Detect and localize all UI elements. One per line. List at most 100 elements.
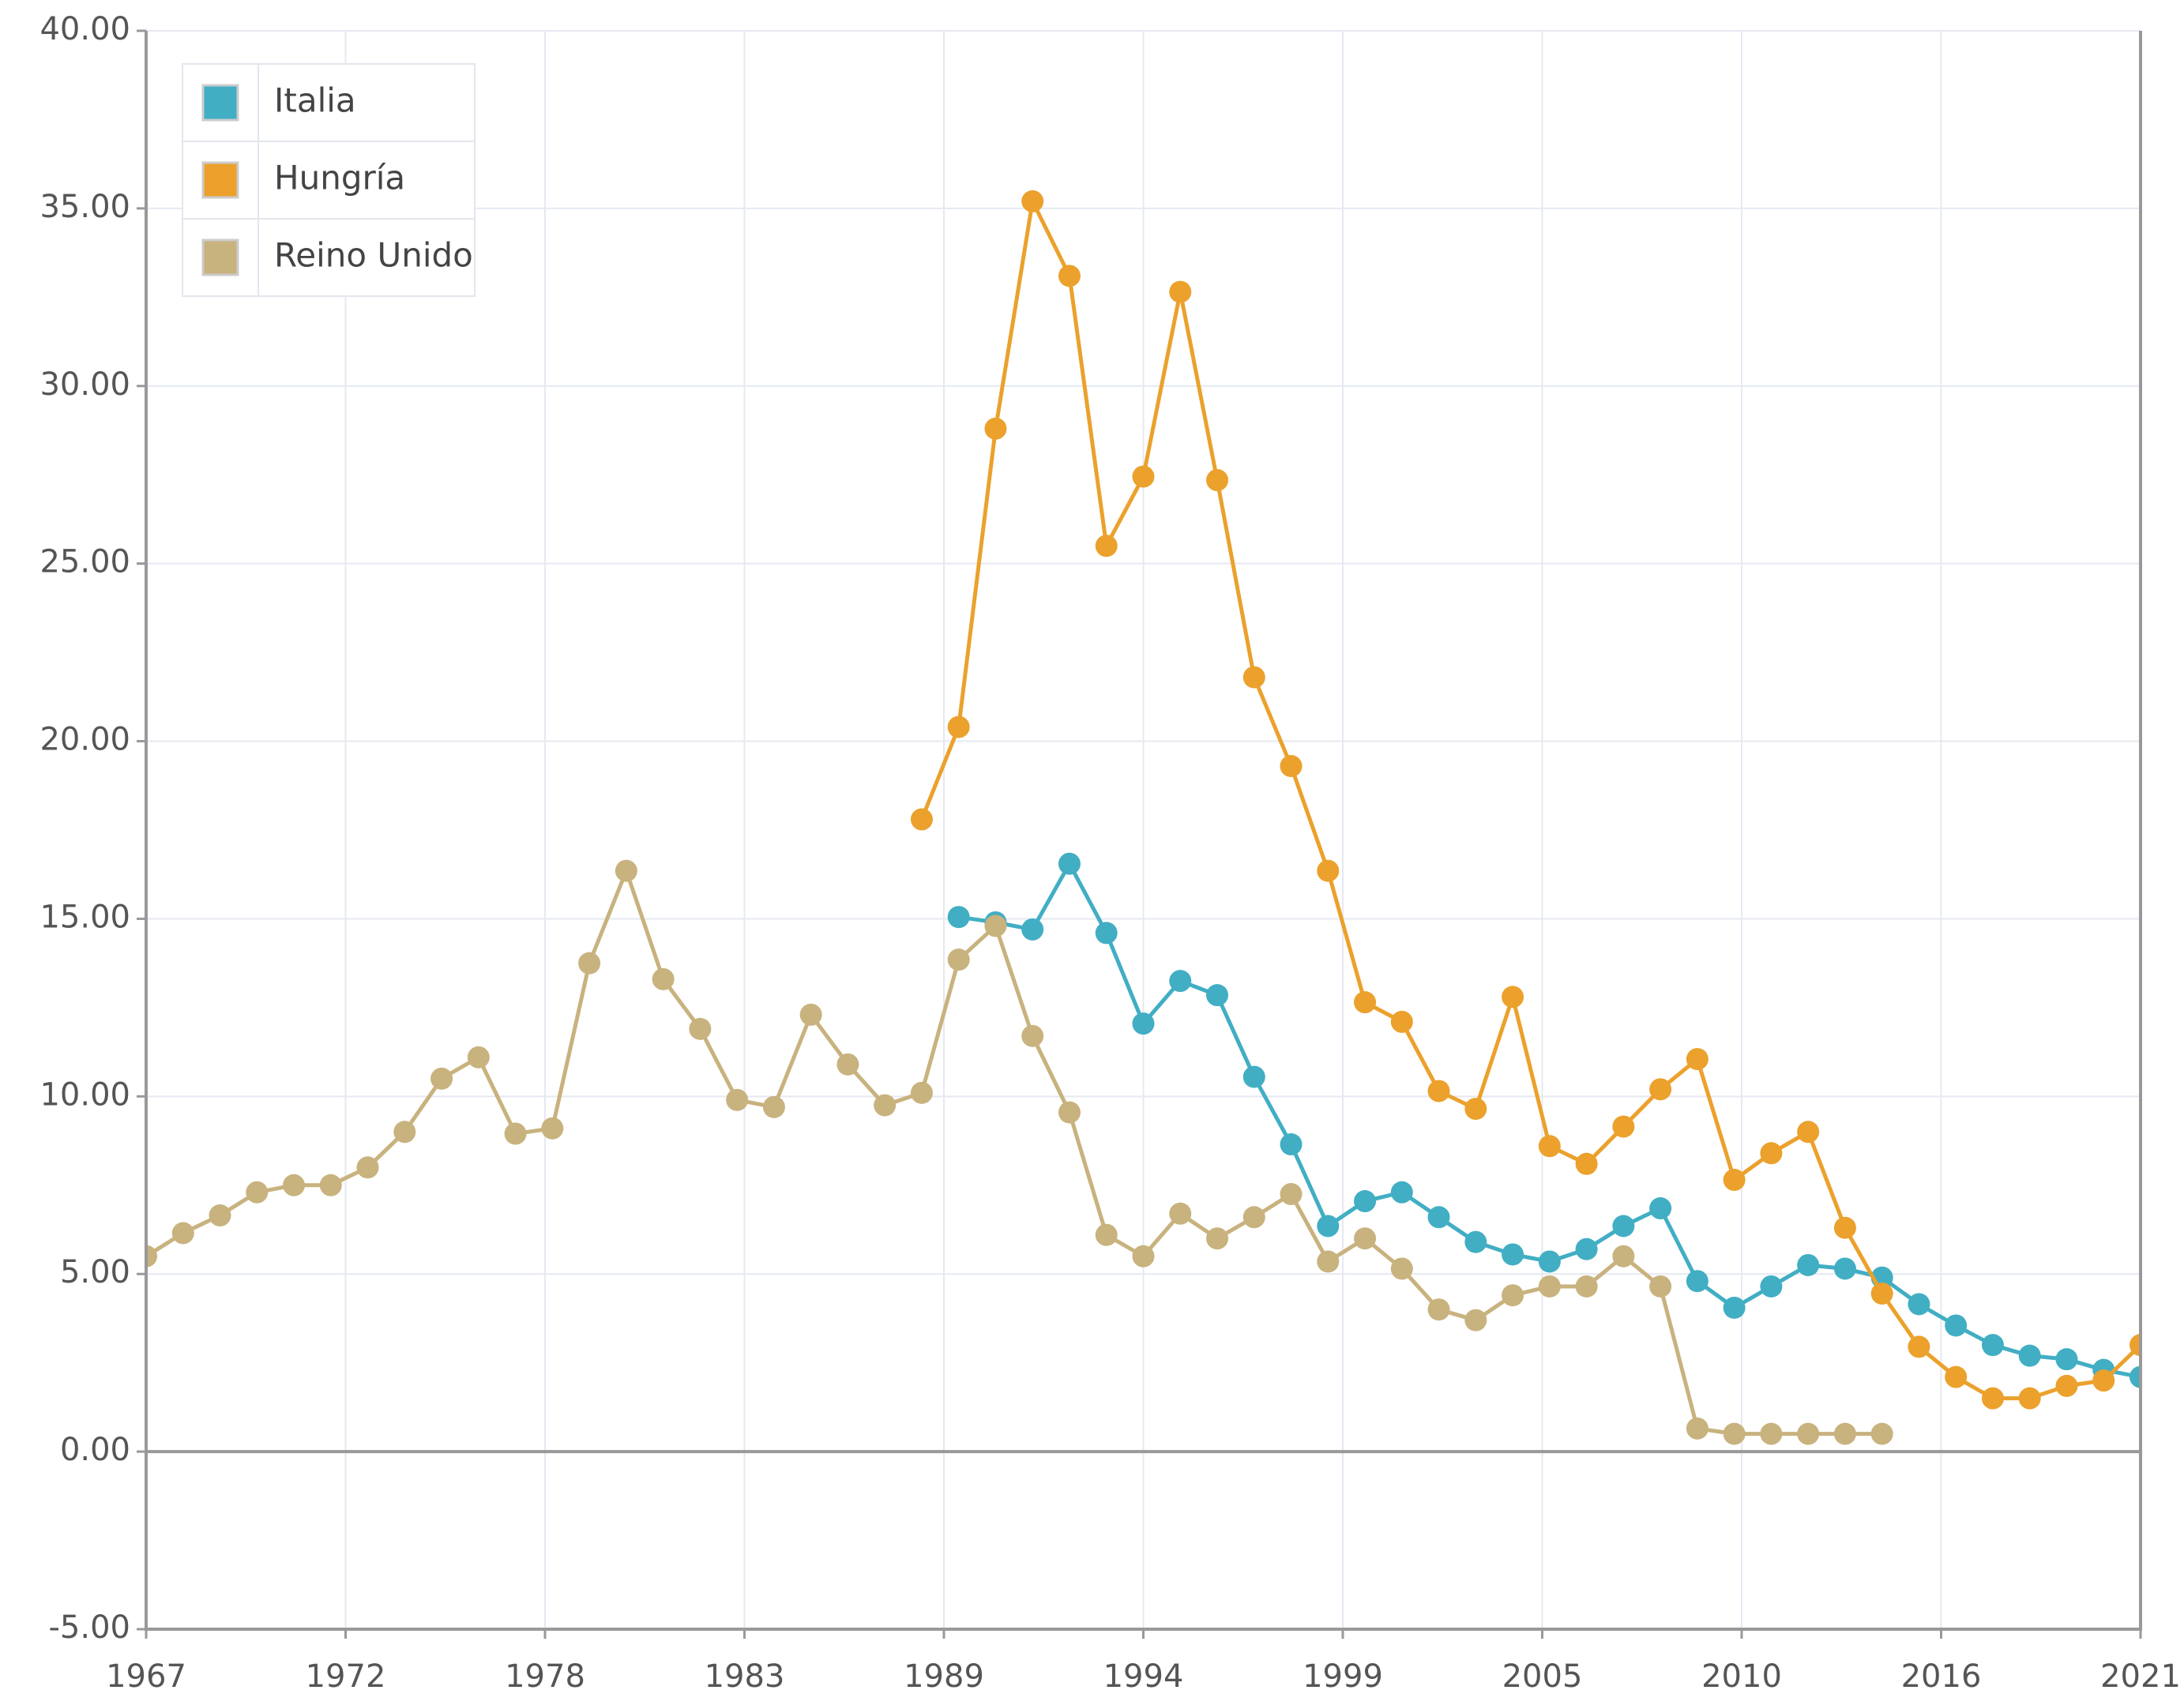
data-point bbox=[1242, 1065, 1265, 1088]
data-point bbox=[246, 1181, 269, 1204]
data-point bbox=[1612, 1245, 1635, 1268]
data-point bbox=[1870, 1422, 1893, 1445]
data-point bbox=[984, 417, 1007, 440]
data-point bbox=[504, 1122, 527, 1145]
data-point bbox=[283, 1174, 306, 1196]
data-point bbox=[1427, 1206, 1450, 1229]
x-tick-label: 1999 bbox=[1303, 1658, 1383, 1690]
y-tick-label: 0.00 bbox=[60, 1432, 130, 1468]
data-point bbox=[430, 1067, 453, 1090]
data-point bbox=[1538, 1275, 1561, 1298]
x-tick-label: 1983 bbox=[705, 1658, 785, 1690]
data-point bbox=[1686, 1417, 1708, 1440]
data-point bbox=[2092, 1369, 2115, 1392]
data-point bbox=[1427, 1298, 1450, 1321]
data-point bbox=[1464, 1098, 1487, 1121]
data-point bbox=[947, 906, 970, 929]
y-tick-label: -5.00 bbox=[49, 1609, 131, 1646]
series-line bbox=[919, 199, 2142, 1401]
data-point bbox=[1575, 1237, 1598, 1260]
data-point bbox=[1833, 1257, 1856, 1280]
data-point bbox=[947, 948, 970, 971]
y-tick-label: 5.00 bbox=[60, 1254, 130, 1290]
data-point bbox=[1354, 1227, 1377, 1250]
data-point bbox=[1280, 1133, 1303, 1156]
data-point bbox=[1354, 1190, 1377, 1213]
data-point bbox=[1021, 190, 1044, 212]
legend-swatch bbox=[201, 84, 239, 122]
data-point bbox=[836, 1053, 859, 1076]
data-point bbox=[1242, 1206, 1265, 1229]
data-point bbox=[1723, 1169, 1746, 1192]
data-point bbox=[1945, 1314, 1968, 1337]
data-point bbox=[2018, 1344, 2041, 1367]
legend-label: Reino Unido bbox=[274, 236, 473, 275]
data-point bbox=[1686, 1048, 1708, 1071]
x-tick-label: 1967 bbox=[106, 1658, 186, 1690]
data-point bbox=[1206, 984, 1229, 1007]
series-line bbox=[146, 869, 1882, 1436]
data-point bbox=[1390, 1257, 1413, 1280]
data-point bbox=[1649, 1078, 1672, 1101]
data-point bbox=[1317, 1250, 1340, 1273]
data-point bbox=[1908, 1293, 1930, 1316]
data-point bbox=[1095, 922, 1118, 945]
data-point bbox=[1502, 1243, 1524, 1266]
data-point bbox=[1797, 1121, 1820, 1144]
data-point bbox=[910, 808, 933, 831]
data-point bbox=[1280, 755, 1303, 778]
legend-swatch bbox=[201, 238, 239, 276]
data-point bbox=[1538, 1250, 1561, 1273]
data-point bbox=[467, 1046, 490, 1068]
data-point bbox=[356, 1156, 379, 1179]
data-point bbox=[1021, 1024, 1044, 1047]
x-tick-label: 1989 bbox=[904, 1658, 984, 1690]
data-point bbox=[1833, 1216, 1856, 1239]
data-point bbox=[1169, 1202, 1192, 1225]
legend-label: Italia bbox=[274, 81, 356, 120]
data-point bbox=[1354, 991, 1377, 1014]
x-tick-label: 2005 bbox=[1502, 1658, 1583, 1690]
data-point bbox=[652, 967, 675, 990]
y-tick-label: 20.00 bbox=[39, 722, 130, 758]
data-point bbox=[1723, 1422, 1746, 1445]
data-point bbox=[1280, 1183, 1303, 1206]
data-point bbox=[2055, 1374, 2078, 1397]
data-point bbox=[1206, 468, 1229, 491]
data-point bbox=[1612, 1215, 1635, 1237]
data-point bbox=[1464, 1309, 1487, 1331]
data-point bbox=[1132, 1012, 1155, 1035]
data-point bbox=[1649, 1275, 1672, 1298]
data-point bbox=[1760, 1275, 1783, 1298]
data-point bbox=[146, 1245, 157, 1268]
data-point bbox=[1833, 1422, 1856, 1445]
data-point bbox=[1870, 1282, 1893, 1305]
data-point bbox=[1649, 1197, 1672, 1220]
data-point bbox=[1132, 465, 1155, 488]
data-point bbox=[1390, 1181, 1413, 1204]
data-point bbox=[393, 1121, 416, 1144]
data-point bbox=[578, 952, 601, 975]
x-tick-label: 2016 bbox=[1901, 1658, 1982, 1690]
data-point bbox=[1132, 1245, 1155, 1268]
data-point bbox=[2055, 1348, 2078, 1371]
data-point bbox=[1686, 1270, 1708, 1293]
data-point bbox=[1206, 1227, 1229, 1250]
data-point bbox=[1575, 1152, 1598, 1175]
data-point bbox=[171, 1222, 194, 1245]
series-line bbox=[958, 862, 2141, 1380]
data-point bbox=[1981, 1334, 2004, 1357]
data-point bbox=[1797, 1422, 1820, 1445]
data-point bbox=[874, 1094, 897, 1117]
data-point bbox=[726, 1088, 749, 1111]
data-point bbox=[1908, 1335, 1930, 1358]
y-tick-label: 15.00 bbox=[39, 899, 130, 935]
y-tick-label: 10.00 bbox=[39, 1076, 130, 1113]
x-tick-label: 1978 bbox=[505, 1658, 585, 1690]
y-tick-label: 30.00 bbox=[39, 366, 130, 403]
data-point bbox=[1538, 1135, 1561, 1158]
data-point bbox=[1427, 1080, 1450, 1102]
data-point bbox=[1502, 986, 1524, 1008]
x-tick-label: 2021 bbox=[2100, 1658, 2181, 1690]
